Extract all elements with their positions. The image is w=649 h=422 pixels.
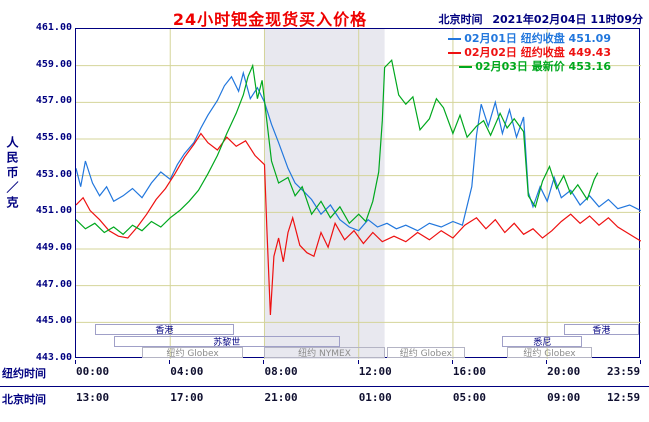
legend-swatch-icon (448, 52, 462, 54)
plot-area: 02月01日 纽约收盘 451.09 02月02日 纽约收盘 449.43 02月0… (75, 28, 641, 359)
time-rows-divider (0, 386, 649, 387)
x-axis-tick-mark (546, 360, 548, 364)
beijing-time-header: 北京时间 2021年02月04日 11时09分 (432, 11, 643, 27)
bj-time-axis-row: 北京时间 13:00 17:00 21:00 01:00 05:00 09:00 12:59 (0, 391, 649, 406)
ny-time-axis-row: 纽约时间 00:00 04:00 08:00 12:00 16:00 20:00 23:59 (0, 365, 649, 380)
x-axis-tick-ny: 12:00 (358, 365, 392, 378)
x-axis-tick-mark (357, 360, 359, 364)
x-axis-tick-bj: 01:00 (358, 391, 392, 404)
legend-item: 02月01日 纽约收盘 451.09 (448, 32, 611, 46)
y-axis-tick: 455.00 (35, 132, 72, 143)
y-axis-tick: 451.00 (35, 205, 72, 217)
x-axis-tick-ny: 00:00 (76, 365, 110, 378)
y-axis-tick: 461.00 (35, 22, 72, 33)
x-axis-tick-bj: 09:00 (547, 391, 581, 404)
beijing-time-label: 北京时间 (438, 13, 483, 26)
x-axis-tick-ny: 20:00 (547, 365, 581, 378)
x-axis-tick-mark (75, 360, 76, 364)
x-axis-tick-bj: 17:00 (170, 391, 204, 404)
series-line (76, 132, 641, 316)
legend-item-label: 02月02日 纽约收盘 449.43 (464, 46, 611, 59)
x-axis-tick-ny: 16:00 (452, 365, 487, 378)
legend-item: 02月03日 最新价 453.16 (448, 60, 611, 74)
y-axis-unit-label: 人民币／克 (5, 136, 19, 211)
ny-time-row-label: 纽约时间 (2, 367, 46, 380)
y-axis-tick: 445.00 (35, 315, 72, 327)
market-session-box: 香港 (94, 324, 234, 335)
x-axis-tick-bj: 21:00 (264, 391, 298, 404)
legend-item: 02月02日 纽约收盘 449.43 (448, 46, 611, 60)
market-session-box: 纽约 Globex (386, 347, 465, 358)
chart-title: 24小时钯金现货买入价格 (172, 10, 368, 29)
series-line (76, 70, 641, 232)
y-axis-tick: 447.00 (35, 278, 72, 290)
legend-swatch-icon (459, 66, 473, 68)
market-session-box: 纽约 Globex (507, 347, 592, 358)
x-axis-tick-mark (451, 360, 453, 364)
market-session-box: 香港 (563, 324, 640, 335)
y-axis-tick: 449.00 (35, 242, 72, 253)
x-axis-tick-ny: 04:00 (170, 365, 204, 378)
nymex-session-band (264, 29, 385, 359)
chart-canvas (76, 29, 641, 359)
market-session-box: 苏黎世 (113, 335, 340, 347)
x-axis-tick-mark (263, 360, 265, 364)
x-axis-tick-ny: 08:00 (264, 365, 298, 378)
x-axis-tick-mark (169, 360, 171, 364)
y-axis-tick: 453.00 (35, 168, 72, 180)
x-axis-tick-ny: 23:59 (607, 365, 641, 378)
x-axis-tick-bj: 13:00 (76, 391, 110, 404)
legend-swatch-icon (448, 38, 462, 40)
market-session-box: 纽约 NYMEX (264, 347, 385, 358)
market-session-box: 纽约 Globex (141, 347, 244, 358)
y-axis-tick: 443.00 (35, 352, 72, 363)
x-axis-tick-bj: 12:59 (607, 391, 641, 404)
bj-time-row-label: 北京时间 (2, 393, 46, 406)
y-axis-tick: 459.00 (35, 58, 72, 70)
y-axis-tick: 457.00 (35, 95, 72, 107)
market-session-box: 悉尼 (502, 335, 583, 347)
legend-item-label: 02月03日 最新价 453.16 (475, 60, 611, 73)
legend-item-label: 02月01日 纽约收盘 451.09 (464, 32, 611, 45)
series-line (76, 58, 599, 236)
beijing-time-value: 2021年02月04日 11时09分 (492, 13, 643, 26)
x-axis-tick-bj: 05:00 (452, 391, 487, 404)
legend: 02月01日 纽约收盘 451.09 02月02日 纽约收盘 449.43 02月0… (448, 32, 611, 74)
x-axis-tick-mark (640, 360, 641, 364)
